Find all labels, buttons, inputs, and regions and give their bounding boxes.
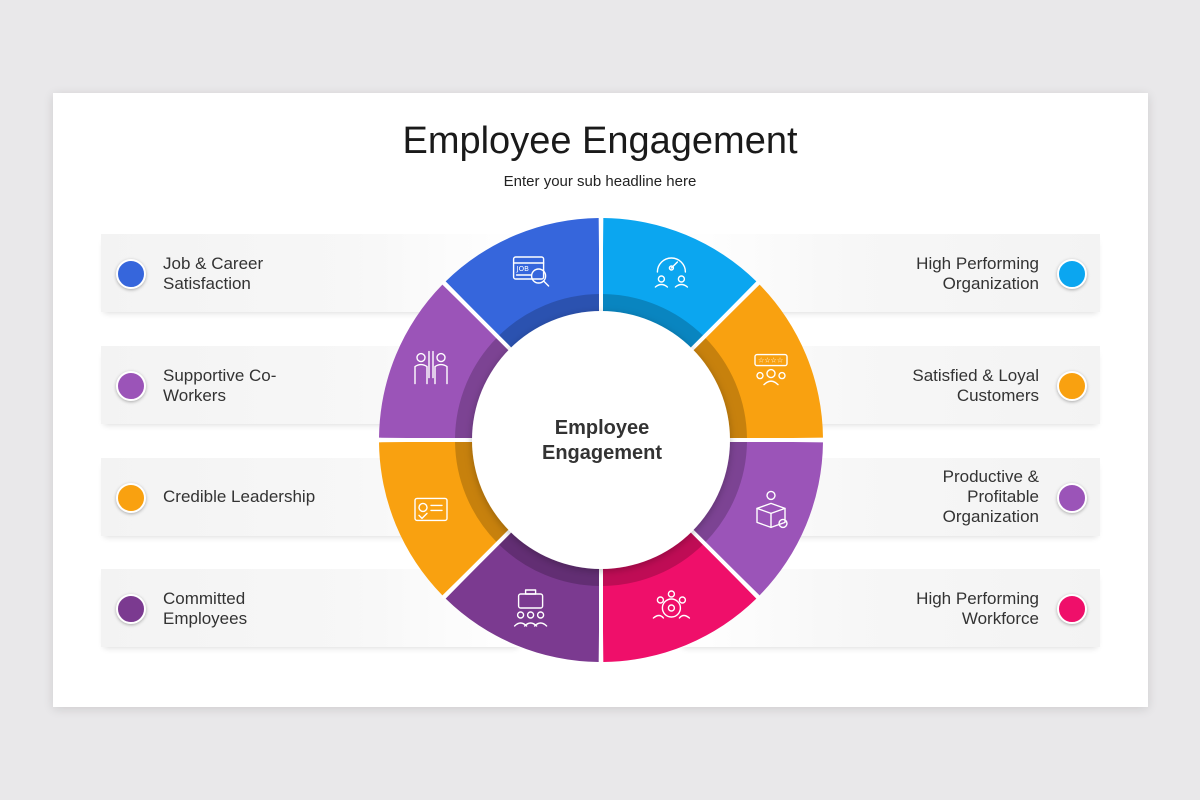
wheel-segment-inner-1 bbox=[602, 294, 704, 349]
left-label-4: Committed Employees bbox=[163, 589, 248, 628]
customer-rating-icon: ☆☆☆☆ bbox=[754, 353, 788, 386]
left-label-3: Credible Leadership bbox=[163, 487, 316, 506]
center-circle bbox=[472, 311, 730, 569]
segment-separator bbox=[441, 529, 512, 600]
wheel-segment-inner-8 bbox=[498, 294, 600, 349]
team-gear-icon bbox=[652, 590, 691, 619]
left-dot-3 bbox=[116, 483, 146, 513]
left-label-2: Supportive Co- Workers bbox=[163, 366, 277, 405]
wheel-segment-inner-7 bbox=[455, 337, 510, 439]
segment-separator bbox=[441, 280, 512, 351]
right-dot-4 bbox=[1057, 594, 1087, 624]
segment-separator bbox=[690, 280, 761, 351]
right-dot-3 bbox=[1057, 483, 1087, 513]
page-title: Employee Engagement bbox=[402, 120, 798, 162]
wheel-segment-inner-2 bbox=[692, 337, 747, 439]
segment-separator bbox=[690, 529, 761, 600]
page-subtitle: Enter your sub headline here bbox=[503, 173, 697, 190]
wheel-segment-inner-4 bbox=[602, 531, 704, 586]
left-dot-4 bbox=[116, 594, 146, 624]
right-label-3: Productive & Profitable Organization bbox=[942, 467, 1039, 526]
wheel-segment-inner-5 bbox=[498, 531, 600, 586]
right-dot-1 bbox=[1057, 259, 1087, 289]
left-label-1: Job & Career Satisfaction bbox=[163, 254, 264, 293]
product-box-idea-icon bbox=[756, 490, 788, 529]
job-search-icon: JOB bbox=[512, 256, 550, 287]
coworkers-icon bbox=[414, 350, 448, 385]
left-dot-1 bbox=[116, 259, 146, 289]
briefcase-team-icon bbox=[513, 589, 548, 627]
center-label: Employee Engagement bbox=[541, 417, 663, 464]
speedometer-people-icon bbox=[654, 257, 689, 288]
right-label-4: High Performing Workforce bbox=[916, 589, 1039, 628]
svg-text:JOB: JOB bbox=[516, 265, 530, 273]
wheel-segment-inner-3 bbox=[692, 441, 747, 543]
wheel-segment-inner-6 bbox=[455, 441, 510, 543]
id-card-check-icon bbox=[414, 497, 448, 522]
right-dot-2 bbox=[1057, 371, 1087, 401]
left-dot-2 bbox=[116, 371, 146, 401]
right-label-1: High Performing Organization bbox=[916, 254, 1039, 293]
svg-text:☆☆☆☆: ☆☆☆☆ bbox=[758, 357, 783, 365]
right-label-2: Satisfied & Loyal Customers bbox=[912, 366, 1039, 405]
